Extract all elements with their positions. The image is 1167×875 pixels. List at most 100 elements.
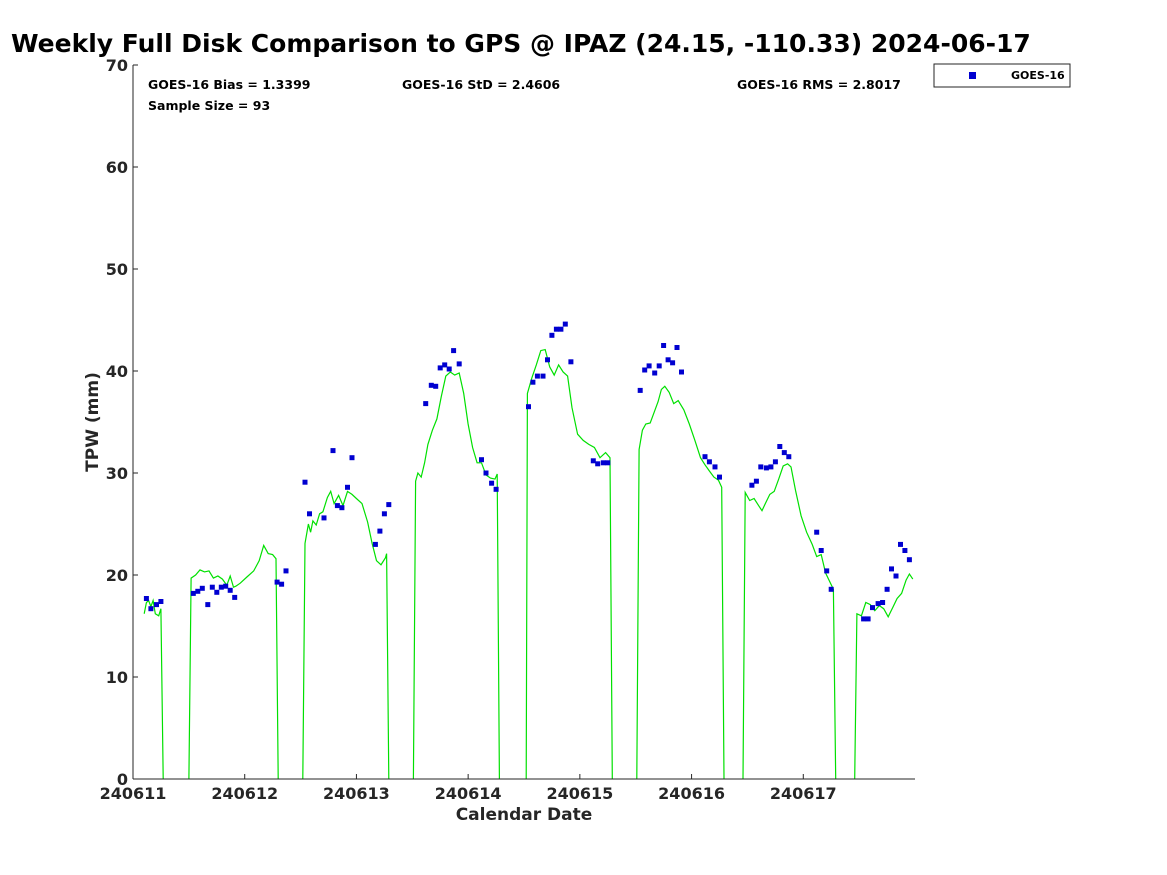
goes16-point — [540, 373, 546, 379]
goes16-point — [437, 365, 443, 371]
x-tick-label: 240613 — [323, 784, 390, 803]
plot-content — [143, 321, 914, 780]
goes16-point — [595, 461, 601, 467]
goes16-point — [656, 363, 662, 369]
goes16-point — [321, 515, 327, 521]
y-tick-label: 60 — [106, 158, 128, 177]
goes16-point — [534, 373, 540, 379]
x-tick-label: 240615 — [546, 784, 613, 803]
goes16-point — [637, 387, 643, 393]
y-tick-label: 70 — [106, 56, 128, 75]
gps-tpw-line — [143, 598, 164, 780]
goes16-point — [605, 460, 611, 466]
gps-tpw-line — [412, 371, 500, 780]
goes16-point — [214, 589, 220, 595]
goes16-point — [372, 541, 378, 547]
y-tick-label: 10 — [106, 668, 128, 687]
goes16-point — [674, 345, 680, 350]
goes16-point — [777, 444, 783, 449]
goes16-point — [483, 470, 489, 476]
goes16-point — [568, 359, 574, 365]
goes16-point — [428, 382, 434, 388]
goes16-point — [763, 465, 769, 471]
legend: GOES-16 — [933, 63, 1071, 88]
goes16-point — [283, 568, 289, 574]
goes16-point — [875, 601, 881, 607]
goes16-point — [706, 459, 712, 465]
plot-area — [133, 65, 915, 779]
goes16-point — [199, 585, 205, 591]
x-tick-label: 240611 — [100, 784, 167, 803]
y-ticks: 0 10 20 30 40 50 60 70 — [106, 56, 138, 789]
goes16-point — [893, 573, 899, 579]
goes16-point — [702, 454, 708, 460]
goes16-point — [889, 566, 894, 572]
stat-std: GOES-16 StD = 2.4606 — [402, 77, 560, 92]
goes16-point — [386, 502, 392, 508]
stat-sample-size: Sample Size = 93 — [148, 98, 270, 113]
goes16-point — [898, 541, 903, 547]
goes16-point — [590, 458, 596, 464]
goes16-point — [880, 600, 886, 605]
y-axis-label: TPW (mm) — [83, 372, 103, 472]
x-tick-label: 240617 — [770, 784, 837, 803]
goes16-point — [884, 586, 890, 592]
goes16-point — [349, 455, 355, 461]
goes16-point — [545, 357, 550, 363]
goes16-point — [661, 343, 667, 348]
goes16-point — [143, 596, 149, 601]
y-tick-label: 20 — [106, 566, 128, 585]
chart-title: Weekly Full Disk Comparison to GPS @ IPA… — [11, 29, 1031, 58]
goes16-point — [549, 332, 555, 338]
gps-tpw-line — [525, 348, 613, 780]
y-tick-label: 40 — [106, 362, 128, 381]
legend-marker — [969, 72, 976, 79]
goes16-point — [553, 326, 559, 332]
gps-tpw-line — [302, 489, 390, 780]
legend-box — [933, 63, 1071, 88]
goes16-point — [679, 369, 684, 375]
stat-bias: GOES-16 Bias = 1.3399 — [148, 77, 310, 92]
goes16-point — [717, 474, 722, 480]
y-tick-label: 30 — [106, 464, 128, 483]
goes16-point — [381, 511, 387, 517]
goes16-point — [781, 450, 787, 456]
goes16-point — [274, 579, 280, 585]
goes16-point — [218, 584, 224, 590]
goes16-point — [489, 480, 495, 486]
goes16-point — [154, 602, 159, 608]
goes16-point — [772, 459, 778, 465]
goes16-point — [768, 464, 774, 470]
goes16-point — [339, 505, 345, 511]
goes16-point — [562, 321, 568, 327]
goes16-point — [861, 616, 867, 622]
goes16-point — [906, 557, 912, 563]
goes16-point — [558, 326, 564, 332]
x-tick-label: 240616 — [658, 784, 725, 803]
goes16-point — [232, 594, 238, 600]
goes16-point — [377, 528, 383, 534]
goes16-point — [712, 464, 718, 470]
goes16-point — [665, 357, 671, 363]
gps-tpw-line — [188, 543, 279, 780]
goes16-point — [209, 584, 215, 590]
goes16-point — [818, 548, 824, 553]
y-tick-label: 0 — [117, 770, 128, 789]
goes16-point — [330, 448, 336, 454]
goes16-point — [749, 482, 755, 488]
goes16-point — [227, 587, 233, 593]
goes16-point — [758, 464, 764, 470]
stat-rms: GOES-16 RMS = 2.8017 — [737, 77, 901, 92]
y-tick-label: 50 — [106, 260, 128, 279]
goes16-point — [753, 478, 759, 484]
goes16-point — [493, 486, 499, 492]
goes16-point — [158, 599, 164, 604]
goes16-point — [451, 348, 457, 354]
goes16-point — [642, 367, 648, 373]
goes16-point — [223, 583, 229, 589]
goes16-point — [307, 511, 312, 517]
goes16-point — [479, 457, 484, 463]
goes16-point — [423, 401, 429, 407]
goes16-point — [870, 605, 875, 611]
